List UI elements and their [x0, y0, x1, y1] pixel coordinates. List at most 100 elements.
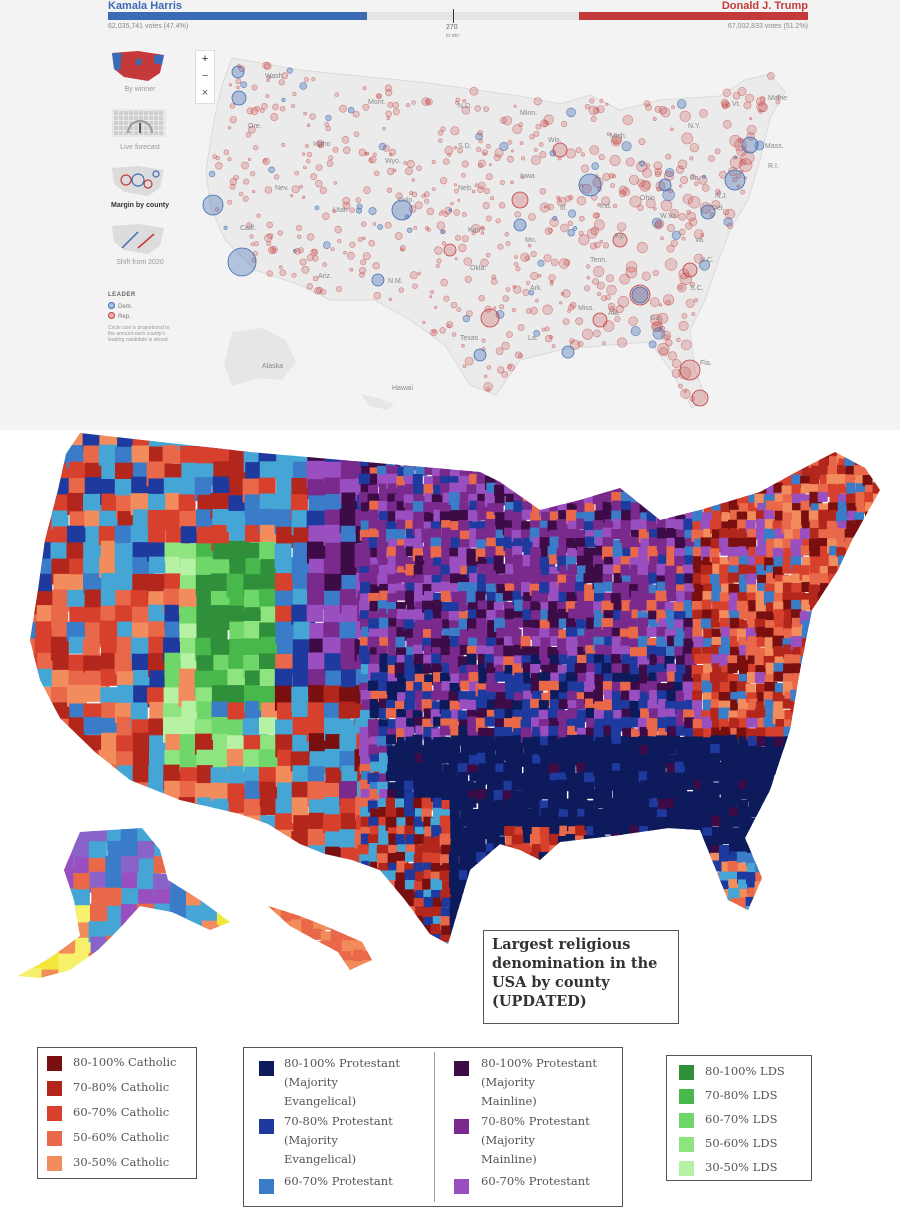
rep-county-bubble: [372, 262, 380, 270]
county-cell: [882, 816, 896, 829]
county-cell: [594, 610, 607, 621]
county-cell: [548, 870, 563, 885]
county-cell: [720, 800, 732, 811]
rep-county-bubble: [506, 155, 514, 163]
county-cell: [748, 555, 760, 566]
county-cell: [196, 749, 214, 769]
county-cell: [476, 483, 488, 498]
county-cell: [547, 799, 559, 812]
rep-county-bubble: [389, 148, 396, 156]
view-live-forecast-button[interactable]: [108, 103, 170, 143]
county-cell: [133, 732, 152, 750]
view-shift-from-2020-button[interactable]: [108, 218, 170, 258]
rep-county-bubble: [499, 179, 506, 186]
county-cell: [710, 439, 722, 450]
county-cell: [748, 502, 759, 516]
county-cell: [433, 484, 445, 500]
rep-county-bubble: [328, 155, 334, 161]
county-cell: [847, 663, 858, 675]
county-cell: [261, 847, 288, 873]
county-cell: [378, 707, 389, 719]
county-cell: [835, 590, 847, 603]
county-cell: [846, 834, 859, 846]
rep-county-bubble: [267, 75, 272, 80]
county-cell: [739, 583, 750, 598]
county-cell: [594, 905, 610, 918]
county-cell: [640, 897, 654, 910]
county-cell: [576, 762, 589, 773]
county-cell: [387, 691, 398, 702]
county-cell: [729, 924, 744, 937]
zoom-in-button[interactable]: +: [201, 53, 209, 65]
county-cell: [458, 735, 471, 746]
county-cell: [631, 433, 642, 440]
county-cell: [648, 610, 659, 626]
county-cell: [612, 800, 624, 814]
county-cell: [440, 590, 454, 602]
county-cell: [871, 655, 880, 667]
forecast-cell: [144, 111, 148, 115]
county-cell: [656, 809, 668, 820]
county-cell: [477, 573, 488, 586]
rep-county-bubble: [515, 266, 521, 272]
county-cell: [666, 689, 678, 705]
county-cell: [602, 789, 613, 802]
county-cell: [604, 744, 615, 757]
state-label: Hawaii: [392, 385, 413, 392]
rep-county-bubble: [551, 344, 556, 349]
county-cell: [874, 707, 880, 720]
county-cell: [799, 565, 810, 581]
county-cell: [164, 943, 184, 944]
county-cell: [477, 889, 489, 902]
state-label: Ind.: [600, 203, 612, 210]
county-cell: [547, 780, 558, 793]
zoom-out-button[interactable]: −: [201, 70, 209, 82]
rep-county-bubble: [609, 155, 621, 167]
county-cell: [649, 654, 661, 666]
county-cell: [423, 521, 436, 533]
county-cell: [756, 611, 772, 622]
county-cell: [593, 627, 605, 643]
county-cell: [828, 736, 839, 749]
county-cell: [512, 762, 522, 777]
county-cell: [800, 905, 815, 917]
county-cell: [431, 647, 446, 658]
rep-county-bubble: [296, 234, 302, 240]
county-cell: [854, 943, 867, 944]
county-cell: [757, 583, 768, 598]
county-cell: [854, 824, 869, 838]
county-cell: [854, 519, 865, 533]
county-cell: [584, 800, 595, 815]
county-cell: [26, 872, 45, 891]
county-cell: [747, 655, 759, 669]
zoom-reset-button[interactable]: ×: [201, 87, 209, 99]
county-cell: [522, 843, 533, 854]
view-by-winner-button[interactable]: [108, 45, 170, 85]
county-cell: [675, 573, 687, 586]
county-cell: [791, 592, 802, 607]
county-cell: [539, 527, 554, 539]
county-cell: [26, 889, 44, 909]
county-cell: [702, 699, 714, 713]
county-cell: [818, 844, 832, 856]
county-cell: [487, 870, 498, 884]
county-cell: [504, 447, 518, 462]
county-cell: [828, 896, 839, 910]
rep-county-bubble: [629, 195, 642, 208]
county-cell: [675, 736, 689, 748]
county-cell: [738, 771, 750, 782]
county-cell: [576, 518, 587, 530]
view-margin-by-county-button[interactable]: [108, 160, 170, 200]
county-cell: [710, 896, 722, 910]
rep-county-bubble: [369, 156, 377, 164]
county-margin-bubble-map[interactable]: Wash.Mont.N.D.Minn.Ore.IdahoWyo.S.D.Wis.…: [0, 0, 900, 430]
county-cell: [576, 437, 589, 450]
county-cell: [602, 433, 616, 446]
county-cell: [701, 861, 713, 877]
county-cell: [602, 627, 615, 637]
county-cell: [655, 762, 666, 776]
county-cell: [540, 789, 554, 800]
county-cell: [512, 546, 523, 558]
rep-county-bubble: [316, 286, 323, 294]
county-cell: [441, 601, 453, 612]
